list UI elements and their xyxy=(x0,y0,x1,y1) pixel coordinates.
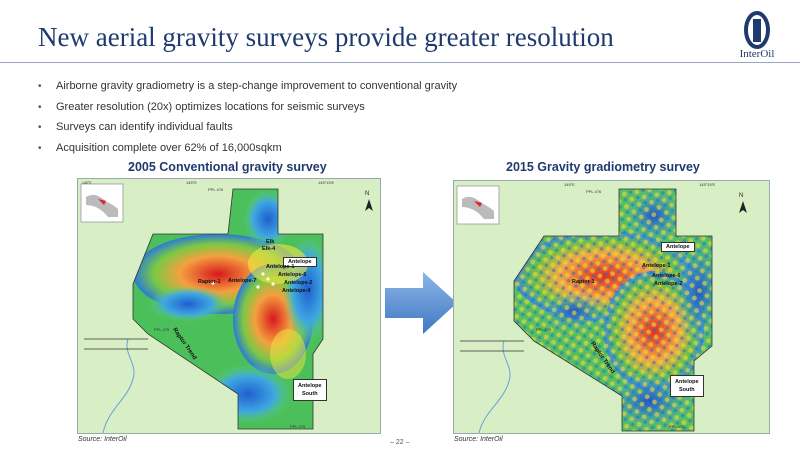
ppl-label: PPL 475 xyxy=(290,424,306,429)
ppl-label: PPL 476 xyxy=(586,189,602,194)
bullet-dot: • xyxy=(38,142,42,154)
bullet-dot: • xyxy=(38,81,42,92)
ppl-label: PPL 475 xyxy=(669,424,685,429)
right-arrow-icon xyxy=(385,272,457,334)
well-label-raptor1: Raptor-1 xyxy=(198,279,221,285)
ppl-label: PPL 475 xyxy=(154,327,170,332)
bullet-item: • Surveys can identify individual faults xyxy=(38,121,457,142)
well-label-antelope2: Antelope-2 xyxy=(654,281,683,287)
map-coord-label: 145°15'E xyxy=(318,180,335,185)
antelope-south-callout: Antelope South xyxy=(670,375,704,397)
well-label-antelope6: Antelope-6 xyxy=(278,272,307,278)
well-label-antelope2: Antelope-2 xyxy=(284,280,313,286)
bullet-text: Surveys can identify individual faults xyxy=(56,121,233,133)
interoil-logo-icon xyxy=(744,11,770,49)
well-label-antelope1: Antelope-1 xyxy=(642,263,671,269)
bullet-item: • Greater resolution (20x) optimizes loca… xyxy=(38,101,457,122)
right-panel-title: 2015 Gravity gradiometry survey xyxy=(506,160,700,174)
well-label-antelope7: Antelope-7 xyxy=(228,278,257,284)
bullet-text: Acquisition complete over 62% of 16,000s… xyxy=(56,141,282,154)
bullet-dot: • xyxy=(38,101,42,113)
bullet-list: • Airborne gravity gradiometry is a step-… xyxy=(38,80,457,162)
bullet-item: • Airborne gravity gradiometry is a step-… xyxy=(38,80,457,101)
well-label-antelope4: Antelope-4 xyxy=(282,288,311,294)
right-gravity-map: 145°E 145°15'E PPL 476 PPL 475 PPL 475 N… xyxy=(453,180,770,434)
left-gravity-map: 145°E 145°E 145°15'E PPL 476 PPL 475 PPL… xyxy=(77,178,381,434)
left-panel-title: 2005 Conventional gravity survey xyxy=(128,160,327,174)
bullet-item: • Acquisition complete over 62% of 16,000… xyxy=(38,142,457,163)
logo-text: InterOil xyxy=(739,48,775,60)
ppl-label: PPL 476 xyxy=(208,187,224,192)
map-coord-label: 145°E xyxy=(82,181,92,185)
map-coord-label: 145°E xyxy=(186,180,197,185)
ppl-label: PPL 475 xyxy=(536,327,552,332)
antelope-callout: Antelope xyxy=(661,242,695,252)
well-label-antelope6: Antelope-6 xyxy=(652,273,681,279)
title-divider xyxy=(0,62,800,63)
right-map-graphic xyxy=(456,185,747,433)
well-label-elk: Elk xyxy=(266,239,275,245)
slide-title: New aerial gravity surveys provide great… xyxy=(38,22,614,52)
right-source-note: Source: InterOil xyxy=(454,436,503,443)
map-coord-label: 145°E xyxy=(564,182,575,187)
well-label-raptor1: Raptor-1 xyxy=(572,279,595,285)
interoil-logo: InterOil xyxy=(726,10,788,62)
antelope-south-callout: Antelope South xyxy=(293,379,327,401)
well-label-antelope1: Antelope-1 xyxy=(266,264,295,270)
antelope-callout: Antelope xyxy=(283,257,317,267)
bullet-text: Greater resolution (20x) optimizes locat… xyxy=(56,100,365,113)
bullet-text: Airborne gravity gradiometry is a step-c… xyxy=(56,80,458,92)
well-label-elk4: Elk-4 xyxy=(262,246,276,252)
north-arrow-label: N xyxy=(739,193,744,199)
left-map-graphic xyxy=(80,183,373,433)
bullet-dot: • xyxy=(38,122,42,133)
left-source-note: Source: InterOil xyxy=(78,436,127,443)
north-arrow-label: N xyxy=(365,191,370,197)
map-coord-label: 145°15'E xyxy=(699,182,716,187)
page-number: – 22 – xyxy=(390,439,410,446)
